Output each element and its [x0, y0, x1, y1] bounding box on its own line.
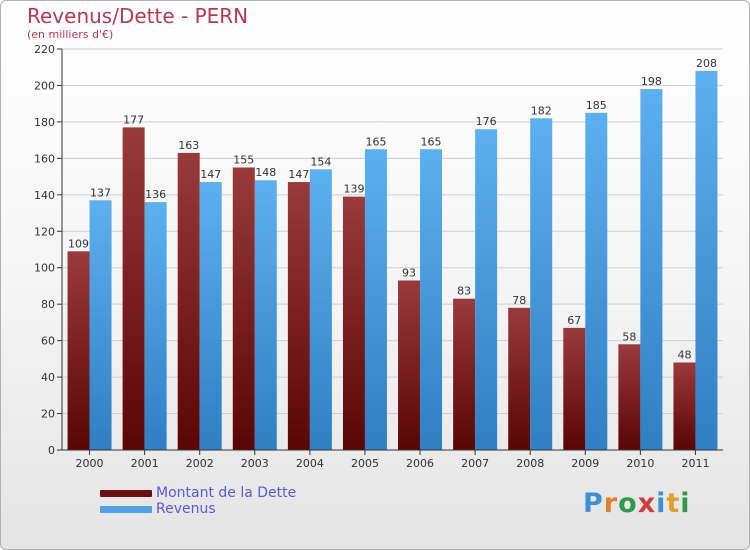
- y-tick-label: 0: [48, 444, 55, 457]
- bar: [199, 182, 222, 451]
- bar: [342, 196, 365, 450]
- data-label: 139: [343, 183, 364, 196]
- bar: [420, 149, 443, 450]
- data-label: 136: [145, 188, 166, 201]
- logo-letter: o: [618, 488, 638, 519]
- data-label: 177: [123, 113, 144, 126]
- bar: [287, 182, 310, 451]
- x-tick-label: 2010: [626, 457, 654, 470]
- bar: [122, 127, 145, 451]
- logo-letter: x: [637, 488, 657, 519]
- data-label: 48: [677, 349, 691, 362]
- y-tick-label: 220: [34, 43, 55, 56]
- bar: [364, 149, 387, 450]
- bar: [563, 327, 586, 450]
- bar: [254, 180, 277, 450]
- data-label: 147: [288, 168, 309, 181]
- logo-letter: P: [583, 488, 604, 519]
- logo-letter: t: [666, 488, 681, 519]
- bar: [508, 307, 531, 450]
- y-tick-label: 20: [41, 408, 55, 421]
- data-label: 109: [68, 237, 89, 250]
- data-label: 93: [402, 266, 416, 279]
- bar: [144, 202, 167, 450]
- bar: [695, 70, 718, 450]
- logo-letter: i: [680, 488, 691, 519]
- data-label: 67: [567, 314, 581, 327]
- chart-subtitle: (en milliers d'€): [27, 28, 114, 41]
- x-tick-label: 2008: [516, 457, 544, 470]
- y-tick-label: 180: [34, 116, 55, 129]
- y-tick-label: 60: [41, 335, 55, 348]
- data-label: 176: [476, 115, 497, 128]
- x-tick-label: 2009: [571, 457, 599, 470]
- data-label: 137: [90, 186, 111, 199]
- y-tick-label: 160: [34, 152, 55, 165]
- proxiti-logo: Proxiti: [583, 488, 691, 519]
- y-tick-label: 140: [34, 189, 55, 202]
- x-tick-label: 2002: [186, 457, 214, 470]
- data-label: 154: [310, 155, 331, 168]
- chart-title: Revenus/Dette - PERN: [27, 4, 249, 28]
- bar: [398, 280, 421, 450]
- bar: [475, 129, 498, 450]
- x-tick-label: 2005: [351, 457, 379, 470]
- x-tick-label: 2001: [131, 457, 159, 470]
- bar: [177, 152, 200, 451]
- data-label: 208: [696, 57, 717, 70]
- bar: [89, 200, 112, 450]
- data-label: 148: [255, 166, 276, 179]
- data-label: 155: [233, 153, 254, 166]
- bar: [530, 118, 553, 450]
- bar: [673, 362, 696, 450]
- data-label: 78: [512, 294, 526, 307]
- bar: [232, 167, 255, 450]
- x-tick-label: 2007: [461, 457, 489, 470]
- x-tick-label: 2011: [681, 457, 709, 470]
- data-label: 182: [531, 104, 552, 117]
- legend-swatch-revenus: [100, 506, 152, 513]
- x-tick-label: 2000: [76, 457, 104, 470]
- data-label: 165: [421, 135, 442, 148]
- x-tick-label: 2004: [296, 457, 324, 470]
- bar: [309, 169, 332, 451]
- data-label: 147: [200, 168, 221, 181]
- legend-swatch-dette: [100, 490, 152, 497]
- bar: [67, 251, 90, 450]
- data-label: 165: [365, 135, 386, 148]
- data-label: 198: [641, 75, 662, 88]
- bar: [453, 298, 476, 450]
- data-label: 185: [586, 99, 607, 112]
- data-label: 163: [178, 139, 199, 152]
- bar: [618, 344, 641, 450]
- bar: [585, 112, 608, 450]
- x-tick-label: 2006: [406, 457, 434, 470]
- y-tick-label: 200: [34, 79, 55, 92]
- y-tick-label: 120: [34, 225, 55, 238]
- legend-label-revenus: Revenus: [156, 501, 216, 517]
- y-tick-label: 80: [41, 298, 55, 311]
- data-label: 58: [622, 330, 636, 343]
- x-tick-label: 2003: [241, 457, 269, 470]
- y-tick-label: 40: [41, 371, 55, 384]
- logo-letter: i: [656, 488, 667, 519]
- logo-letter: r: [603, 488, 619, 519]
- legend-label-dette: Montant de la Dette: [156, 485, 297, 501]
- bar: [640, 89, 663, 450]
- y-tick-label: 100: [34, 262, 55, 275]
- data-label: 83: [457, 285, 471, 298]
